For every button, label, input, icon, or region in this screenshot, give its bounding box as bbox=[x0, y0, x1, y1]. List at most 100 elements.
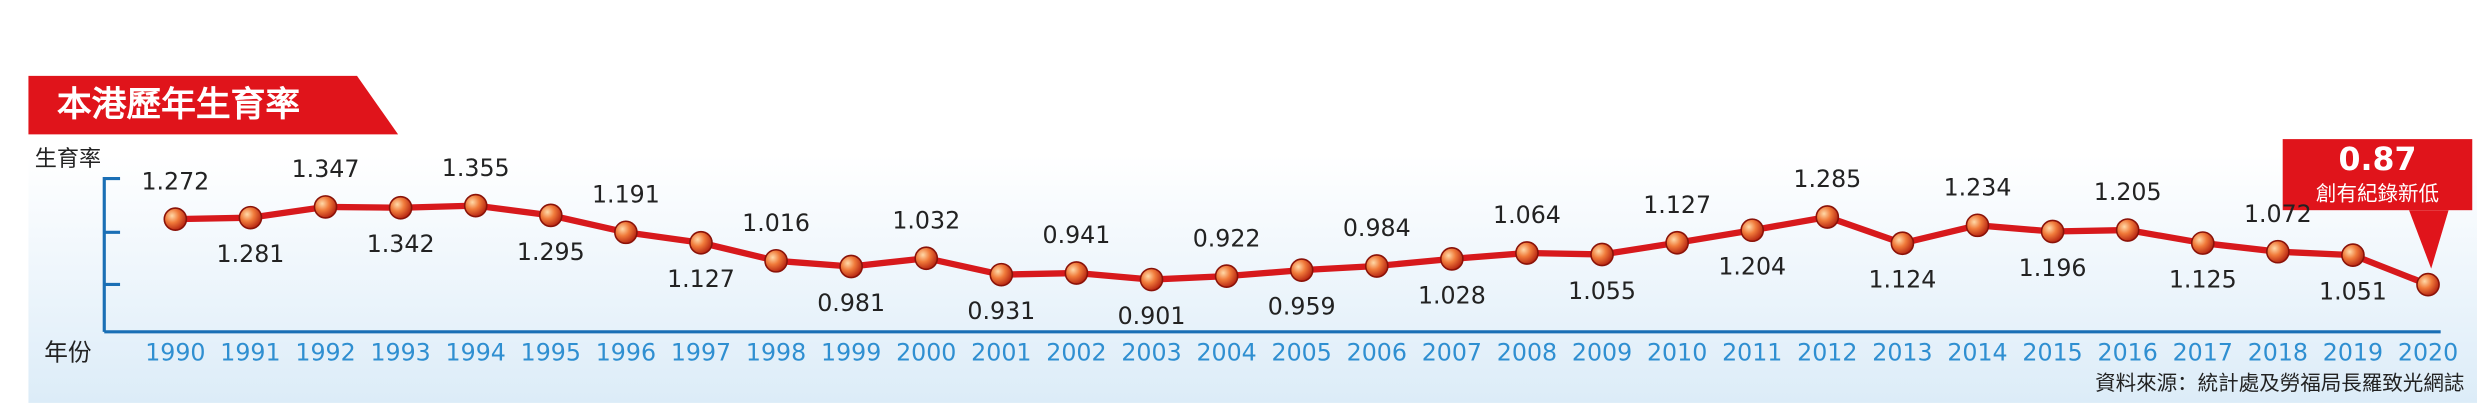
data-label: 1.055 bbox=[1568, 277, 1636, 305]
data-label: 1.196 bbox=[2019, 254, 2087, 282]
data-point bbox=[1815, 205, 1840, 229]
data-point bbox=[1515, 241, 1539, 265]
y-axis bbox=[102, 177, 2441, 334]
annotation-box bbox=[2282, 139, 2473, 269]
x-tick-label: 1990 bbox=[145, 338, 205, 366]
data-label: 0.941 bbox=[1043, 221, 1111, 249]
data-label: 1.295 bbox=[517, 238, 585, 266]
x-tick-label: 1994 bbox=[446, 338, 506, 366]
x-axis-label: 年份 bbox=[44, 338, 92, 366]
data-point bbox=[689, 230, 713, 255]
x-tick-label: 2000 bbox=[896, 338, 956, 366]
data-point bbox=[2115, 218, 2140, 242]
plot-background bbox=[28, 154, 2477, 403]
title-banner bbox=[28, 75, 399, 135]
data-point bbox=[614, 220, 638, 245]
data-label: 0.931 bbox=[967, 297, 1035, 325]
data-point bbox=[163, 207, 188, 231]
data-point bbox=[238, 205, 263, 230]
data-label: 1.124 bbox=[1868, 266, 1936, 294]
annotation-text: 創有紀錄新低 bbox=[2316, 181, 2439, 205]
data-point bbox=[2266, 239, 2290, 264]
x-tick-label: 2015 bbox=[2022, 338, 2082, 366]
x-tick-label: 2006 bbox=[1347, 338, 1407, 366]
x-tick-label: 2007 bbox=[1422, 338, 1482, 366]
chart-title: 本港歷年生育率 bbox=[57, 85, 300, 125]
x-tick-label: 2019 bbox=[2323, 338, 2383, 366]
data-point bbox=[2040, 219, 2065, 244]
data-label: 1.234 bbox=[1944, 173, 2012, 201]
data-point bbox=[2341, 243, 2365, 267]
data-label: 1.016 bbox=[742, 209, 810, 237]
x-tick-label: 1997 bbox=[671, 338, 731, 366]
data-point bbox=[1965, 213, 1990, 238]
data-point bbox=[2416, 272, 2440, 297]
data-label: 1.342 bbox=[367, 230, 435, 258]
data-point bbox=[463, 193, 488, 218]
x-tick-label: 2009 bbox=[1572, 338, 1632, 366]
x-tick-label: 1995 bbox=[521, 338, 581, 366]
data-point bbox=[1214, 264, 1239, 288]
data-point bbox=[989, 262, 1014, 287]
data-point bbox=[1289, 258, 1314, 282]
x-tick-label: 1992 bbox=[295, 338, 355, 366]
y-axis-label: 生育率 bbox=[35, 146, 101, 172]
data-label: 1.127 bbox=[667, 265, 735, 293]
x-tick-label: 2003 bbox=[1121, 338, 1181, 366]
x-tick-label: 2017 bbox=[2173, 338, 2233, 366]
data-point bbox=[1590, 242, 1614, 267]
x-tick-label: 2010 bbox=[1647, 338, 1707, 366]
data-label: 1.127 bbox=[1643, 191, 1711, 219]
data-point bbox=[1139, 267, 1164, 292]
data-point bbox=[313, 195, 338, 219]
data-label: 1.125 bbox=[2169, 265, 2237, 293]
data-point bbox=[1665, 230, 1689, 255]
x-tick-label: 2001 bbox=[971, 338, 1031, 366]
x-tick-label: 1998 bbox=[746, 338, 806, 366]
data-label: 1.028 bbox=[1418, 281, 1486, 309]
data-label: 0.901 bbox=[1118, 302, 1186, 330]
data-label: 0.981 bbox=[817, 289, 885, 317]
x-tick-label: 2002 bbox=[1046, 338, 1106, 366]
data-label: 1.032 bbox=[892, 206, 960, 234]
data-point bbox=[388, 195, 413, 220]
data-point bbox=[2190, 231, 2215, 255]
x-tick-label: 2020 bbox=[2398, 338, 2458, 366]
x-tick-label: 2013 bbox=[1872, 338, 1932, 366]
data-point bbox=[1440, 247, 1464, 271]
x-tick-label: 2004 bbox=[1196, 338, 1256, 366]
data-point bbox=[1364, 254, 1389, 278]
data-label: 1.205 bbox=[2094, 178, 2162, 206]
data-label: 1.204 bbox=[1718, 253, 1786, 281]
data-label: 1.051 bbox=[2319, 278, 2387, 306]
x-tick-label: 2016 bbox=[2098, 338, 2158, 366]
x-tick-label: 2011 bbox=[1722, 338, 1782, 366]
x-tick-label: 1991 bbox=[220, 338, 280, 366]
data-label: 0.984 bbox=[1343, 214, 1411, 242]
data-point bbox=[1890, 231, 1915, 256]
data-label: 0.87 bbox=[2339, 142, 2417, 178]
x-tick-label: 2012 bbox=[1797, 338, 1857, 366]
data-label: 1.281 bbox=[217, 240, 285, 268]
x-tick-label: 2005 bbox=[1272, 338, 1332, 366]
data-point bbox=[764, 248, 788, 273]
data-label: 1.285 bbox=[1793, 165, 1861, 193]
data-label: 1.072 bbox=[2244, 200, 2312, 228]
x-tick-label: 1996 bbox=[596, 338, 656, 366]
x-tick-label: 2018 bbox=[2248, 338, 2308, 366]
x-tick-label: 2014 bbox=[1947, 338, 2007, 366]
x-tick-label: 1993 bbox=[370, 338, 430, 366]
data-point bbox=[839, 254, 864, 279]
data-point bbox=[1740, 218, 1765, 243]
data-label: 1.191 bbox=[592, 180, 660, 208]
source-note: 資料來源：統計處及勞福局長羅致光網誌 bbox=[2095, 371, 2464, 395]
data-point bbox=[538, 203, 563, 228]
x-tick-label: 1999 bbox=[821, 338, 881, 366]
data-label: 1.272 bbox=[141, 167, 209, 195]
data-point bbox=[914, 246, 939, 271]
data-label: 0.959 bbox=[1268, 293, 1336, 321]
data-label: 1.064 bbox=[1493, 201, 1561, 229]
data-label: 0.922 bbox=[1193, 224, 1261, 252]
data-point bbox=[1064, 261, 1089, 285]
